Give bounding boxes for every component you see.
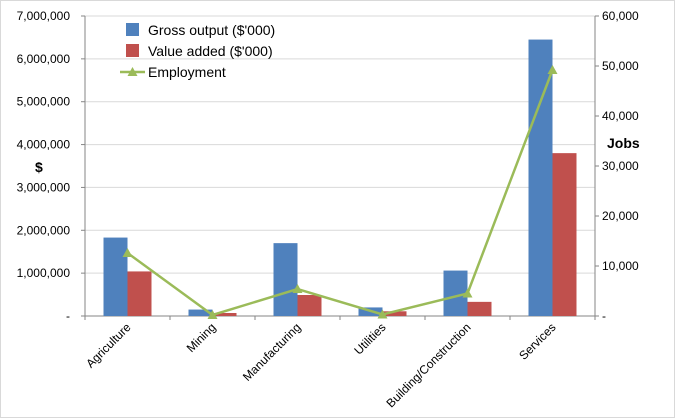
left-tick-label: 6,000,000 [17, 52, 71, 66]
left-tick-label: 5,000,000 [17, 95, 71, 109]
right-tick-label: 20,000 [602, 209, 639, 223]
right-tick-label: 10,000 [602, 259, 639, 273]
bar-gross-output [528, 39, 553, 316]
bar-value-added [552, 153, 577, 316]
legend-label: Gross output ($'000) [148, 22, 275, 38]
legend-swatch [126, 44, 139, 57]
employment-marker [292, 284, 303, 293]
bar-value-added [297, 295, 322, 316]
right-tick-label: 60,000 [602, 9, 639, 23]
left-tick-label: 4,000,000 [17, 138, 71, 152]
right-axis-title: Jobs [607, 135, 640, 151]
legend-swatch [126, 23, 139, 36]
left-tick-label: 7,000,000 [17, 9, 71, 23]
right-tick-label: 30,000 [602, 159, 639, 173]
right-tick-label: 50,000 [602, 59, 639, 73]
employment-marker [547, 65, 558, 74]
bar-gross-output [103, 237, 128, 316]
x-tick-label: Manufacturing [240, 320, 304, 384]
x-tick-label: Agriculture [83, 320, 134, 371]
left-axis-title: $ [35, 159, 43, 175]
bar-gross-output [273, 243, 298, 316]
left-tick-label: - [66, 309, 70, 323]
employment-marker [462, 288, 473, 298]
bar-gross-output [188, 309, 213, 316]
bar-value-added [127, 271, 152, 316]
bar-value-added [212, 313, 237, 316]
bar-value-added [382, 311, 407, 316]
x-tick-label: Building/Construction [384, 320, 474, 410]
employment-marker [122, 248, 133, 257]
legend-label: Employment [148, 64, 226, 80]
employment-marker [207, 310, 218, 319]
x-tick-label: Services [516, 320, 558, 362]
legend-marker [127, 67, 138, 76]
x-tick-label: Utilities [351, 320, 388, 357]
legend-label: Value added ($'000) [148, 43, 273, 59]
left-tick-label: 3,000,000 [17, 180, 71, 194]
bar-value-added [467, 301, 492, 316]
employment-marker [377, 309, 388, 319]
x-tick-label: Mining [184, 320, 219, 355]
right-tick-label: - [602, 309, 606, 323]
employment-line [126, 69, 554, 317]
right-tick-label: 40,000 [602, 109, 639, 123]
left-tick-label: 2,000,000 [17, 223, 71, 237]
left-tick-label: 1,000,000 [17, 266, 71, 280]
